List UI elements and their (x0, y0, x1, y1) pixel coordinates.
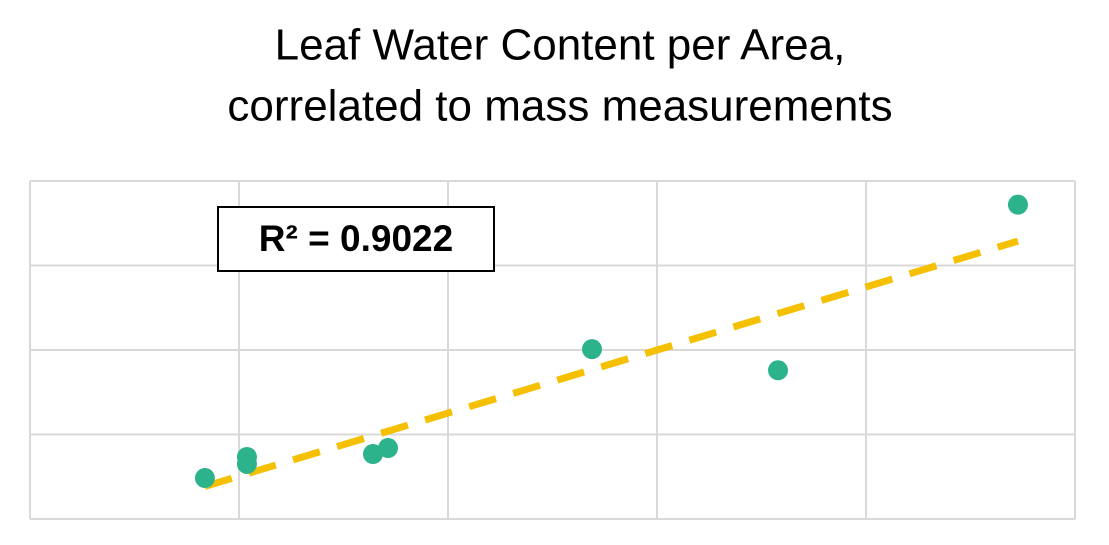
data-point (1007, 194, 1028, 215)
data-point (768, 360, 789, 381)
plot-area (194, 194, 1028, 490)
trendline (203, 237, 1019, 490)
data-point (362, 444, 383, 465)
r-squared-annotation: R² = 0.9022 (259, 218, 453, 259)
data-point (194, 468, 215, 489)
chart-title: correlated to mass measurements (227, 82, 892, 131)
data-point (582, 339, 603, 360)
annotation-box (217, 206, 495, 272)
data-point (378, 438, 399, 459)
data-point (236, 453, 257, 474)
grid (29, 180, 1076, 520)
chart-title: Leaf Water Content per Area, (275, 21, 846, 70)
